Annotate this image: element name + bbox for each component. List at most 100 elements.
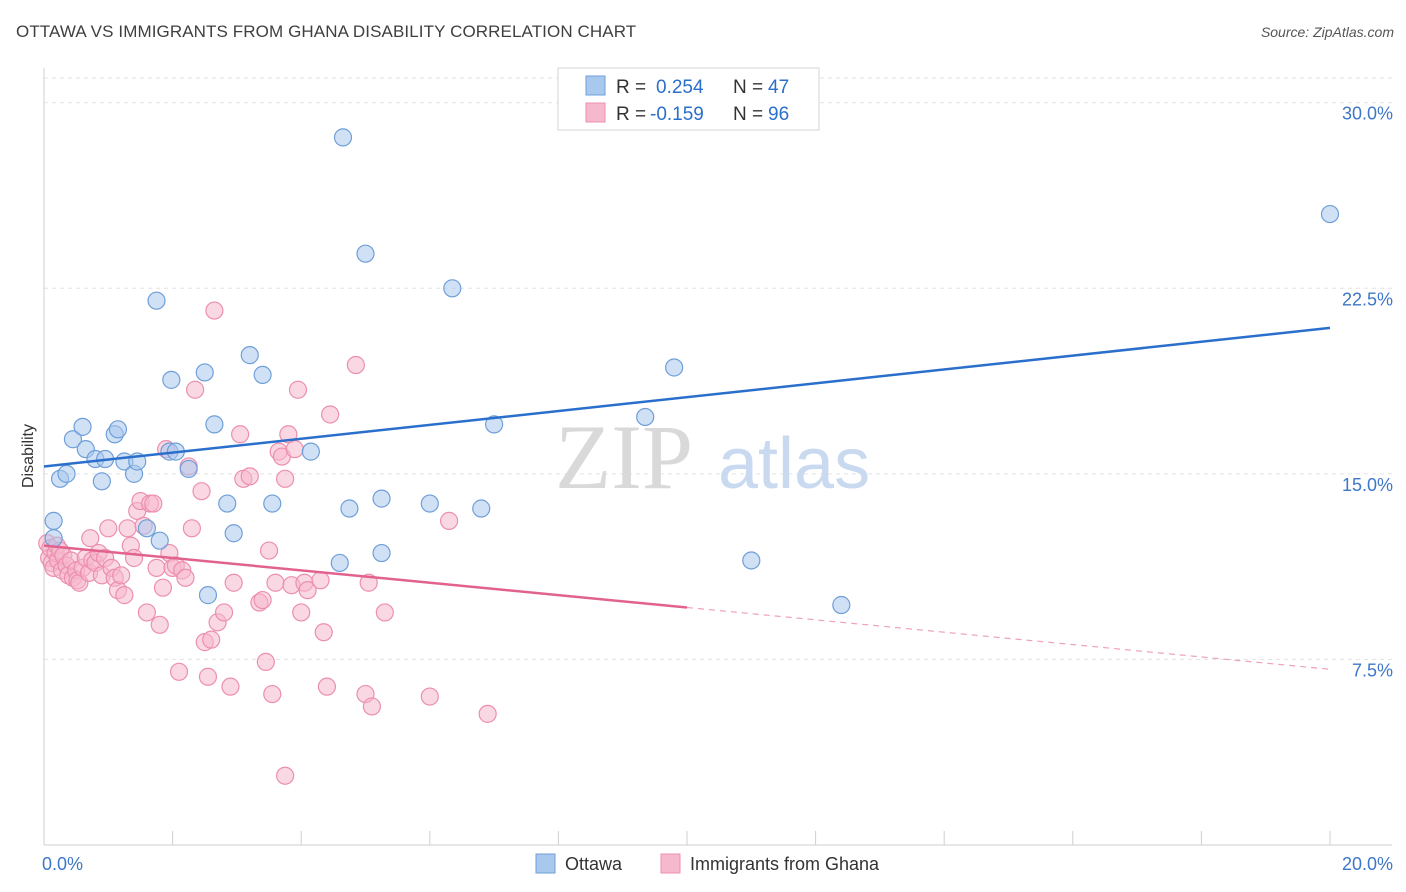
legend-n-label-ottawa: N = bbox=[733, 77, 763, 98]
y-tick-label-1: 15.0% bbox=[1342, 475, 1393, 495]
ottawa-point-34 bbox=[356, 244, 375, 263]
bottom-legend-swatch-ghana bbox=[660, 853, 681, 874]
ghana-point-63 bbox=[224, 573, 243, 592]
ghana-point-86 bbox=[321, 405, 340, 424]
ghana-point-31 bbox=[112, 566, 131, 585]
trend-line-ghana-extension bbox=[686, 606, 1331, 670]
ottawa-point-46 bbox=[1320, 204, 1340, 224]
watermark: ZIP atlas bbox=[555, 406, 870, 508]
ghana-point-82 bbox=[298, 581, 317, 600]
ottawa-point-40 bbox=[485, 415, 504, 434]
ghana-point-85 bbox=[317, 677, 337, 696]
ottawa-point-43 bbox=[665, 358, 684, 377]
ghana-point-39 bbox=[137, 603, 156, 622]
y-axis-label: Disability bbox=[20, 424, 37, 488]
ghana-point-68 bbox=[253, 590, 272, 610]
source-label: Source: ZipAtlas.com bbox=[1260, 24, 1394, 40]
ghana-point-70 bbox=[259, 541, 279, 560]
ghana-point-32 bbox=[115, 586, 134, 605]
ghana-point-55 bbox=[192, 482, 211, 501]
ghana-point-94 bbox=[478, 704, 497, 723]
y-tick-label-0: 7.5% bbox=[1352, 660, 1393, 680]
trend-layer bbox=[43, 326, 1331, 670]
ottawa-point-31 bbox=[330, 553, 349, 573]
ghana-point-71 bbox=[263, 684, 282, 704]
legend-r-label-ottawa: R = bbox=[616, 77, 646, 98]
ghana-point-66 bbox=[240, 467, 259, 486]
ghana-point-80 bbox=[292, 603, 311, 622]
ottawa-point-39 bbox=[472, 499, 491, 518]
ottawa-point-27 bbox=[240, 346, 259, 365]
ottawa-point-36 bbox=[372, 543, 391, 563]
ottawa-point-19 bbox=[162, 370, 181, 389]
ghana-point-42 bbox=[147, 558, 166, 577]
bottom-legend-label-ghana: Immigrants from Ghana bbox=[690, 854, 880, 874]
ghana-point-69 bbox=[256, 652, 275, 672]
ottawa-point-26 bbox=[224, 524, 243, 543]
bottom-legend-swatch-ottawa bbox=[535, 853, 556, 874]
ottawa-point-8 bbox=[92, 472, 111, 491]
ottawa-point-4 bbox=[63, 430, 83, 449]
ottawa-point-44 bbox=[742, 551, 761, 570]
legend-r-value-ghana: -0.159 bbox=[650, 104, 704, 125]
ghana-point-44 bbox=[153, 578, 173, 597]
trend-line-ottawa bbox=[43, 326, 1331, 468]
ottawa-point-45 bbox=[832, 595, 851, 615]
ottawa-point-35 bbox=[372, 489, 391, 508]
ottawa-point-42 bbox=[636, 407, 655, 427]
ghana-point-79 bbox=[288, 380, 308, 399]
ghana-point-92 bbox=[420, 687, 439, 706]
watermark-atlas: atlas bbox=[718, 424, 870, 504]
ghana-point-83 bbox=[311, 571, 330, 590]
ottawa-point-0 bbox=[44, 529, 63, 548]
ottawa-point-29 bbox=[263, 494, 282, 513]
ghana-point-59 bbox=[205, 301, 224, 320]
ghana-point-72 bbox=[266, 573, 285, 592]
ottawa-point-16 bbox=[150, 531, 169, 550]
ghana-point-75 bbox=[276, 469, 295, 488]
x-tick-label-min: 0.0% bbox=[42, 854, 83, 874]
legend-swatch-ghana bbox=[585, 102, 606, 123]
ghana-point-64 bbox=[231, 425, 250, 444]
ottawa-point-23 bbox=[198, 586, 218, 605]
ghana-point-49 bbox=[169, 662, 189, 681]
y-tick-label-3: 30.0% bbox=[1342, 104, 1393, 124]
ghana-point-43 bbox=[150, 615, 169, 634]
ottawa-point-37 bbox=[420, 494, 439, 513]
x-tick-label-max: 20.0% bbox=[1342, 854, 1393, 874]
legend: R = 0.254 N = 47 R = -0.159 N = 96 bbox=[557, 67, 820, 131]
ottawa-point-22 bbox=[195, 363, 214, 382]
ottawa-point-32 bbox=[333, 128, 353, 147]
ghana-point-21 bbox=[81, 529, 100, 548]
ottawa-point-33 bbox=[340, 499, 359, 518]
legend-swatch-ottawa bbox=[585, 75, 606, 96]
axis-layer bbox=[43, 68, 1392, 846]
legend-n-value-ghana: 96 bbox=[768, 104, 789, 125]
ghana-point-58 bbox=[202, 630, 221, 649]
ottawa-point-15 bbox=[137, 519, 156, 538]
ghana-point-54 bbox=[186, 380, 205, 399]
ghana-point-93 bbox=[439, 511, 459, 530]
ghana-point-61 bbox=[214, 603, 234, 622]
legend-r-label-ghana: R = bbox=[616, 104, 646, 125]
legend-n-label-ghana: N = bbox=[733, 104, 763, 125]
ghana-point-78 bbox=[285, 440, 304, 459]
ghana-point-57 bbox=[198, 667, 218, 686]
ghana-point-87 bbox=[346, 355, 365, 375]
ottawa-point-25 bbox=[218, 494, 237, 513]
ghana-point-33 bbox=[118, 519, 137, 538]
ottawa-point-1 bbox=[44, 511, 63, 530]
ghana-point-27 bbox=[99, 519, 118, 538]
ghana-point-62 bbox=[221, 677, 240, 696]
ottawa-point-5 bbox=[73, 417, 92, 436]
series-ottawa-points bbox=[44, 98, 1340, 615]
chart-title: OTTAWA VS IMMIGRANTS FROM GHANA DISABILI… bbox=[16, 22, 637, 41]
ghana-point-95 bbox=[276, 766, 295, 785]
ghana-point-90 bbox=[362, 697, 382, 716]
legend-r-value-ottawa: 0.254 bbox=[656, 77, 704, 98]
ottawa-point-30 bbox=[301, 442, 320, 461]
ghana-point-51 bbox=[176, 568, 195, 587]
y-tick-label-2: 22.5% bbox=[1342, 289, 1393, 309]
ghana-point-91 bbox=[375, 603, 394, 622]
